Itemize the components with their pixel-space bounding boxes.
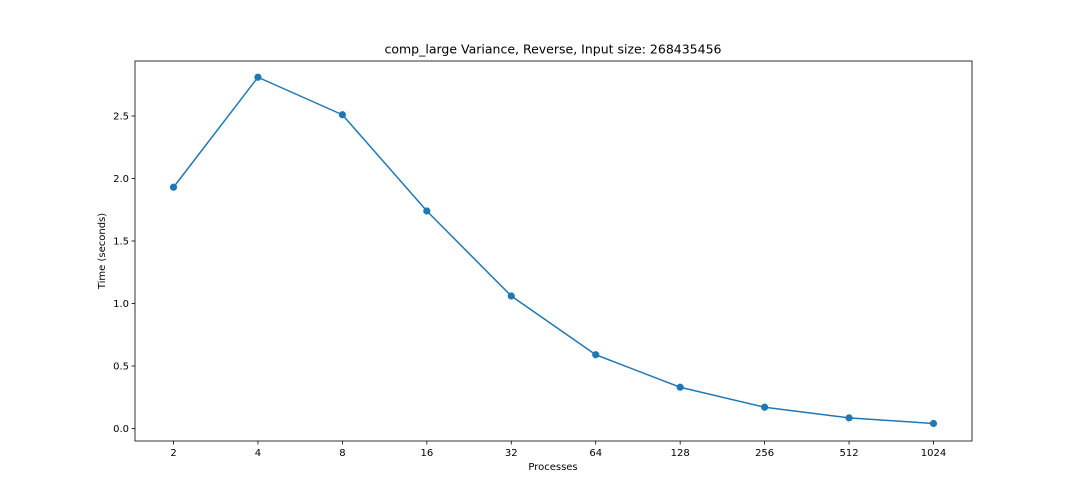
data-point [507, 292, 515, 300]
x-axis-label: Processes [528, 462, 577, 473]
data-point [254, 73, 262, 81]
data-point [845, 414, 853, 422]
data-point [676, 383, 684, 391]
x-tick-label: 512 [840, 448, 859, 459]
x-axis: 2 4 8 16 32 64 128 256 512 1024 [170, 441, 946, 459]
data-point [423, 207, 431, 215]
data-point [169, 183, 178, 191]
y-tick-label: 2.0 [113, 174, 129, 185]
series-line [172, 76, 934, 425]
chart-title: comp_large Variance, Reverse, Input size… [384, 42, 721, 57]
x-tick-label: 2 [170, 448, 176, 459]
y-axis-label: Time (seconds) [97, 213, 108, 290]
y-tick-label: 2.5 [113, 112, 129, 123]
y-tick-label: 1.5 [113, 237, 129, 248]
x-tick-label: 32 [505, 448, 518, 459]
y-tick-label: 0.5 [113, 362, 129, 373]
series-layer [169, 73, 938, 428]
x-tick-label: 128 [671, 448, 690, 459]
y-axis: 0.0 0.5 1.0 1.5 2.0 2.5 [113, 112, 135, 435]
plot-frame [134, 60, 973, 442]
x-tick-label: 64 [589, 448, 602, 459]
data-point [929, 419, 938, 428]
x-tick-label: 8 [339, 448, 345, 459]
y-tick-label: 0.0 [113, 424, 129, 435]
data-point [592, 351, 600, 359]
x-tick-label: 256 [755, 448, 774, 459]
data-point [338, 111, 346, 119]
x-tick-label: 16 [420, 448, 433, 459]
x-tick-label: 1024 [921, 448, 946, 459]
data-point [761, 403, 769, 411]
x-tick-label: 4 [255, 448, 261, 459]
y-tick-label: 1.0 [113, 299, 129, 310]
